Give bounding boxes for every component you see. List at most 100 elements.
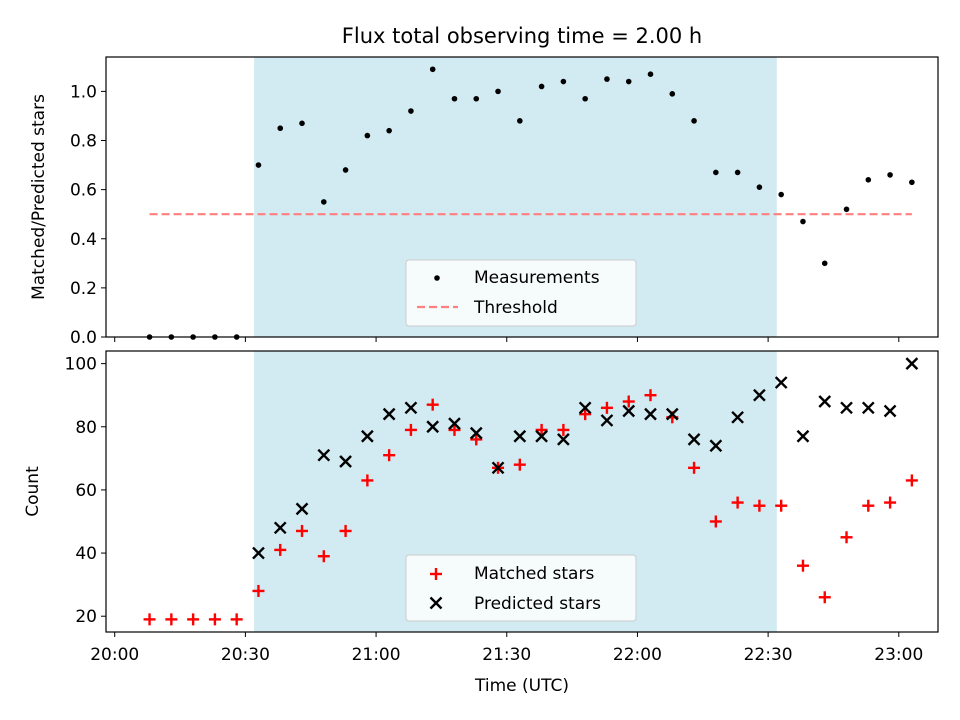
measurement-point bbox=[560, 78, 567, 85]
x-tick-label: 21:30 bbox=[482, 645, 531, 665]
predicted-star-point bbox=[469, 426, 483, 440]
predicted-star-point bbox=[578, 401, 592, 415]
legend-measurements-marker bbox=[434, 275, 440, 281]
matched-star-point bbox=[470, 433, 483, 446]
matched-star-point bbox=[513, 458, 526, 471]
bottom-y-tick-label: 20 bbox=[75, 607, 97, 627]
measurement-point bbox=[299, 120, 305, 127]
predicted-star-point bbox=[753, 388, 766, 402]
measurement-point bbox=[604, 76, 610, 82]
measurement-point bbox=[495, 88, 501, 95]
matched-star-point bbox=[448, 423, 461, 436]
measurement-point bbox=[691, 118, 697, 124]
matched-star-point bbox=[709, 515, 722, 528]
measurement-point bbox=[473, 95, 480, 102]
matched-star-point bbox=[840, 531, 853, 544]
matched-star-point bbox=[383, 449, 396, 462]
predicted-star-point bbox=[295, 502, 309, 516]
predicted-star-point bbox=[883, 404, 897, 418]
measurement-point bbox=[364, 132, 371, 139]
predicted-star-point bbox=[861, 401, 875, 415]
predicted-star-point bbox=[905, 357, 919, 370]
matched-star-point bbox=[252, 584, 265, 597]
measurement-point bbox=[277, 125, 284, 132]
matched-star-point bbox=[361, 474, 374, 487]
legend-matched-label: Matched stars bbox=[474, 564, 594, 584]
measurement-point bbox=[778, 191, 784, 198]
bottom-y-tick-label: 80 bbox=[75, 418, 97, 438]
predicted-star-point bbox=[818, 395, 832, 408]
bottom-y-axis-label: Count bbox=[23, 466, 43, 517]
matched-star-point bbox=[165, 613, 178, 626]
predicted-star-point bbox=[557, 433, 570, 446]
bottom-axes-frame bbox=[105, 350, 939, 633]
x-axis-label: Time (UTC) bbox=[474, 676, 569, 696]
predicted-star-point bbox=[665, 407, 679, 421]
predicted-star-point bbox=[774, 376, 788, 389]
measurement-point bbox=[321, 199, 327, 205]
matched-star-point bbox=[339, 524, 352, 537]
matched-star-point bbox=[753, 499, 766, 512]
predicted-star-point bbox=[404, 401, 418, 415]
measurement-point bbox=[756, 184, 763, 190]
bottom-x-ticks: 20:00 20:30 21:00 21:30 22:00 22:30 23:00 bbox=[90, 632, 923, 665]
top-y-axis-label: Matched/Predicted stars bbox=[29, 94, 49, 300]
matched-star-point bbox=[143, 613, 156, 626]
legend-predicted-label: Predicted stars bbox=[474, 594, 601, 614]
measurement-point bbox=[800, 218, 806, 225]
measurement-point bbox=[647, 71, 654, 77]
measurement-point bbox=[734, 169, 741, 176]
measurement-point bbox=[843, 206, 850, 213]
measurement-point bbox=[625, 78, 632, 85]
legend-predicted-marker bbox=[429, 596, 443, 610]
measurement-point bbox=[342, 167, 349, 173]
predicted-star-point bbox=[535, 429, 548, 443]
matched-star-point bbox=[731, 496, 744, 509]
measurement-point bbox=[909, 179, 915, 186]
predicted-star-point bbox=[339, 455, 352, 468]
top-y-tick-label: 0.4 bbox=[70, 230, 97, 250]
matched-star-point bbox=[818, 591, 831, 604]
measurement-point bbox=[821, 260, 828, 267]
top-y-tick-label: 0.6 bbox=[70, 181, 97, 201]
matched-star-point bbox=[535, 423, 548, 436]
predicted-star-point bbox=[600, 414, 614, 427]
top-y-tick-label: 1.0 bbox=[70, 82, 97, 102]
measurement-point bbox=[451, 95, 458, 102]
x-tick-label: 22:00 bbox=[613, 645, 662, 665]
predicted-star-point bbox=[273, 521, 287, 535]
predicted-star-point bbox=[622, 404, 636, 418]
matched-star-point bbox=[796, 559, 809, 572]
matched-star-point bbox=[905, 474, 918, 487]
predicted-star-point bbox=[382, 407, 396, 421]
matched-star-point bbox=[426, 398, 439, 411]
measurement-point bbox=[865, 177, 872, 183]
measurement-point bbox=[887, 172, 893, 178]
matched-star-point bbox=[187, 613, 200, 626]
predicted-star-point bbox=[513, 429, 527, 443]
top-panel: 0.0 0.2 0.4 0.6 0.8 1.0 Matched/Predicted sta… bbox=[29, 56, 939, 348]
matched-star-point bbox=[208, 613, 221, 626]
predicted-star-point bbox=[840, 401, 853, 415]
measurement-point bbox=[386, 127, 392, 134]
matched-star-point bbox=[622, 395, 635, 408]
predicted-star-point bbox=[361, 429, 374, 443]
matched-star-point bbox=[775, 499, 788, 512]
legend-measurements-label: Measurements bbox=[474, 268, 600, 288]
matched-star-point bbox=[557, 423, 570, 436]
chart-title: Flux total observing time = 2.00 h bbox=[342, 24, 702, 48]
matched-star-point bbox=[884, 496, 897, 509]
predicted-star-point bbox=[426, 420, 440, 434]
matched-star-point bbox=[644, 389, 657, 402]
matched-star-point bbox=[296, 524, 309, 537]
x-tick-label: 20:30 bbox=[221, 645, 270, 665]
top-y-tick-label: 0.0 bbox=[70, 328, 97, 348]
matched-star-point bbox=[688, 461, 701, 474]
top-legend: Measurements Threshold bbox=[405, 259, 637, 327]
top-x-ticks bbox=[114, 337, 900, 342]
x-tick-label: 23:00 bbox=[874, 645, 923, 665]
measurement-point bbox=[429, 66, 436, 73]
top-y-tick-label: 0.2 bbox=[70, 279, 97, 299]
predicted-star-point bbox=[448, 417, 461, 430]
